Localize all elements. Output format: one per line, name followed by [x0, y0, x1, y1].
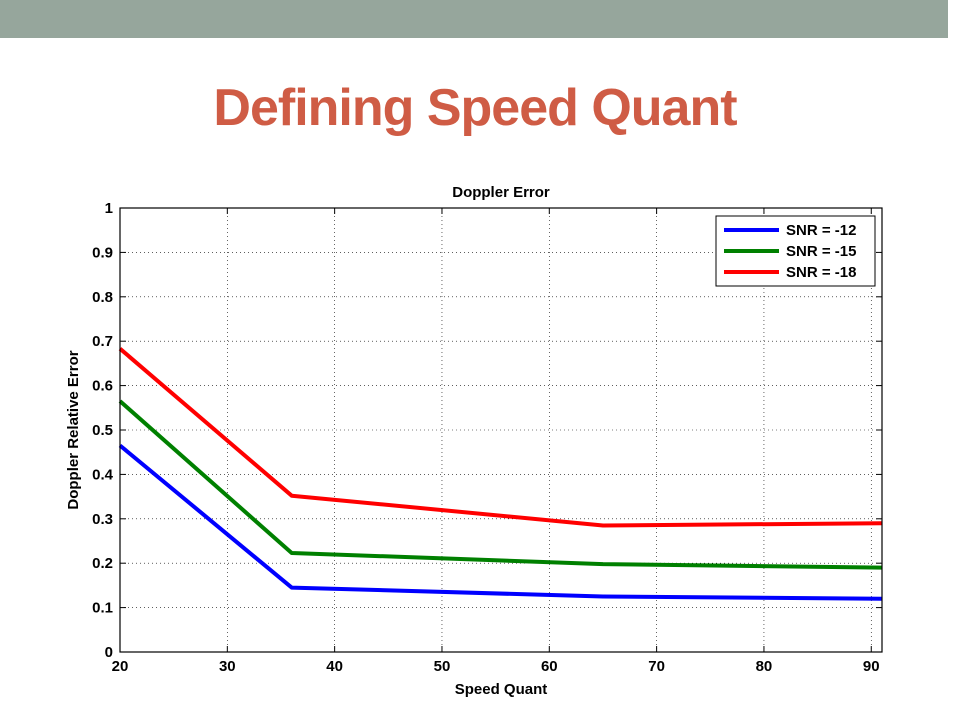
series-line-2 [118, 399, 883, 570]
x-tick-label: 50 [434, 658, 451, 675]
header-bar-accent [948, 0, 960, 38]
x-axis-label: Speed Quant [455, 681, 548, 698]
x-tick-label: 80 [756, 658, 773, 675]
y-tick-label: 0.4 [92, 466, 114, 483]
x-tick-label: 20 [112, 658, 129, 675]
x-tick-label: 90 [863, 658, 880, 675]
x-tick-label: 30 [219, 658, 236, 675]
grid-lines [120, 208, 882, 652]
legend-label-2: SNR = -15 [786, 243, 856, 260]
y-tick-label: 0.6 [92, 378, 113, 395]
series-line-3 [118, 347, 883, 528]
chart-title: Doppler Error [452, 184, 550, 201]
slide-title: Defining Speed Quant [213, 79, 737, 137]
axis-ticks: 20 30 40 50 60 70 80 90 0 0.1 0.2 0.3 0.4 0.5 0.6 0.7 0.… [92, 200, 882, 675]
y-tick-label: 0.5 [92, 422, 113, 439]
y-tick-label: 0.8 [92, 289, 113, 306]
y-tick-label: 0.9 [92, 244, 113, 261]
series-lines [118, 347, 883, 601]
y-tick-label: 0.2 [92, 555, 113, 572]
legend-label-3: SNR = -18 [786, 264, 856, 281]
y-tick-label: 0.1 [92, 600, 113, 617]
x-tick-label: 40 [326, 658, 343, 675]
series-line-1 [118, 443, 883, 601]
y-tick-label: 0.3 [92, 511, 113, 528]
y-tick-label: 1 [105, 200, 113, 217]
legend: SNR = -12 SNR = -15 SNR = -18 [715, 215, 876, 287]
legend-label-1: SNR = -12 [786, 222, 856, 239]
y-tick-label: 0.7 [92, 333, 113, 350]
x-tick-label: 70 [648, 658, 665, 675]
slide-header-bar [0, 0, 960, 38]
y-tick-label: 0 [105, 644, 113, 661]
x-tick-label: 60 [541, 658, 558, 675]
y-axis-label: Doppler Relative Error [65, 350, 82, 509]
